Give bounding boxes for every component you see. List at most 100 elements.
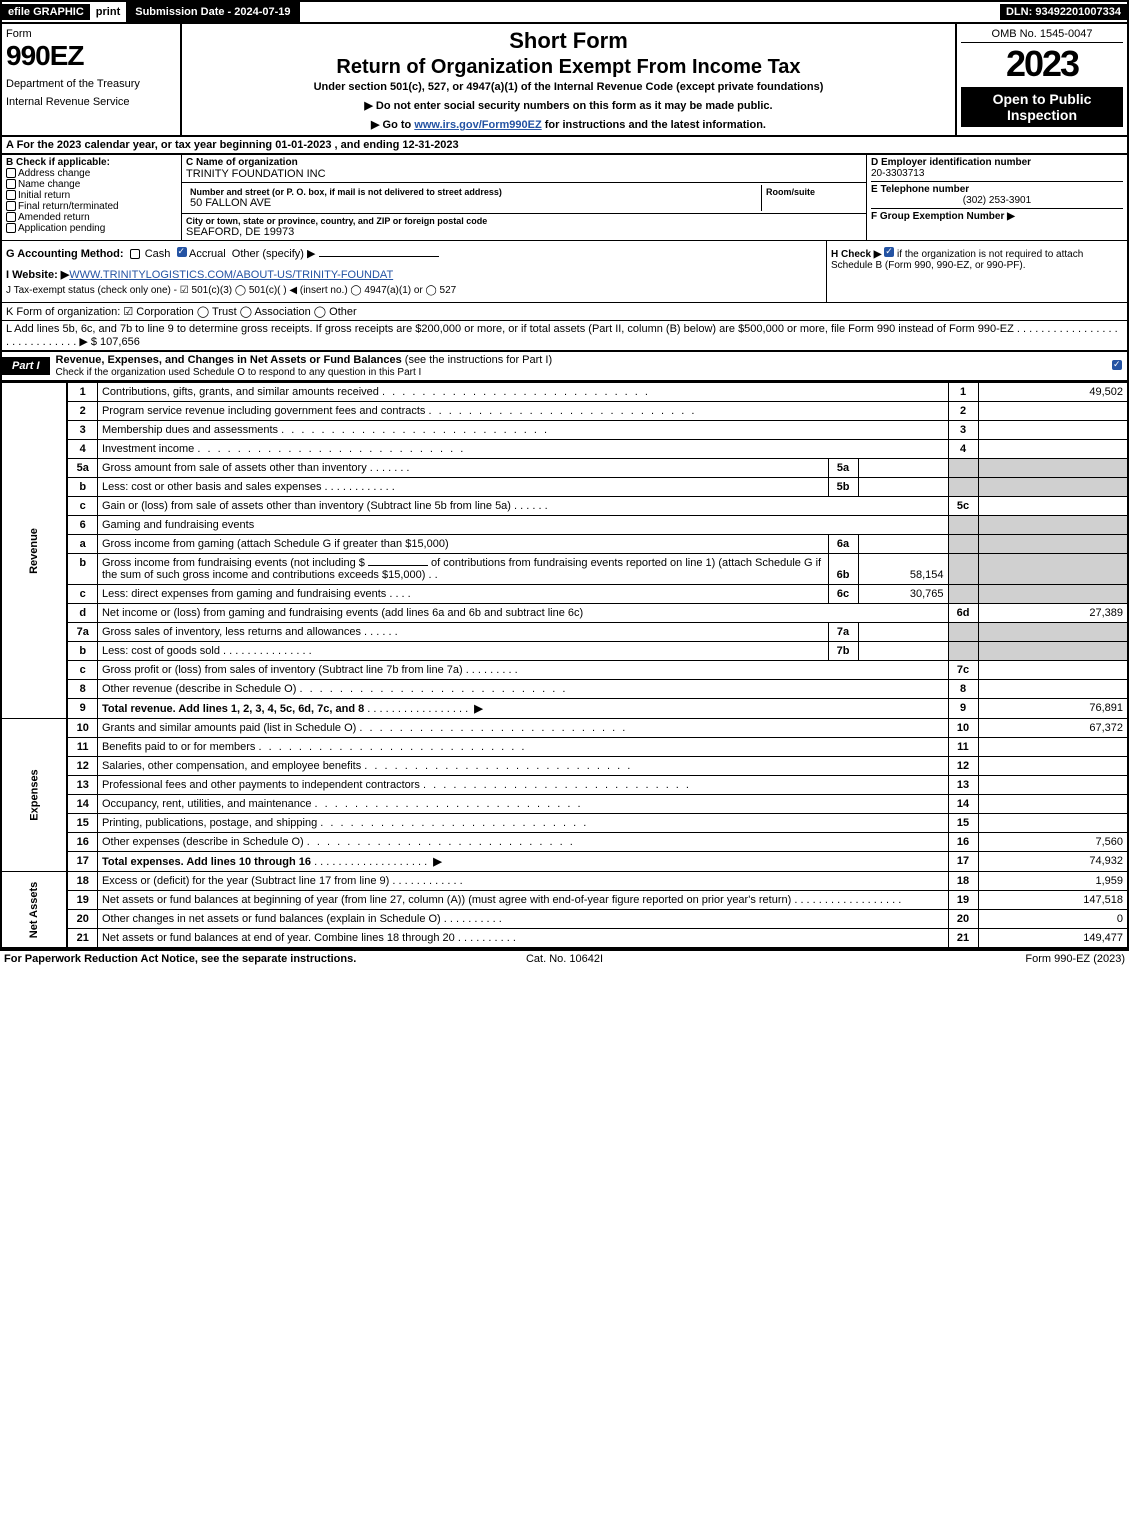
line-8-value (978, 680, 1128, 699)
tax-year: 2023 (961, 43, 1123, 85)
line-6c-num: c (67, 585, 97, 604)
schedule-b-checkbox[interactable] (884, 247, 894, 257)
line-15-num: 15 (67, 814, 97, 833)
line-10-rnum: 10 (948, 719, 978, 738)
l-text: L Add lines 5b, 6c, and 7b to line 9 to … (6, 323, 1118, 348)
line-4-desc: Investment income (102, 443, 194, 455)
irs-label: Internal Revenue Service (6, 96, 176, 108)
name-change-checkbox[interactable] (6, 179, 16, 189)
line-5b-subval (858, 478, 948, 497)
final-return-checkbox[interactable] (6, 201, 16, 211)
part-i-label: Part I (2, 357, 50, 375)
line-5c-value (978, 497, 1128, 516)
line-18-rnum: 18 (948, 872, 978, 891)
line-2-desc: Program service revenue including govern… (102, 405, 425, 417)
line-12-value (978, 757, 1128, 776)
accounting-method-label: G Accounting Method: (6, 248, 124, 260)
line-9-desc: Total revenue. Add lines 1, 2, 3, 4, 5c,… (102, 703, 364, 715)
line-1-num: 1 (67, 383, 97, 402)
line-16-desc: Other expenses (describe in Schedule O) (102, 836, 304, 848)
dept-treasury: Department of the Treasury (6, 78, 176, 90)
city-label: City or town, state or province, country… (186, 216, 862, 226)
line-8-desc: Other revenue (describe in Schedule O) (102, 683, 296, 695)
line-5c-rnum: 5c (948, 497, 978, 516)
line-7b-subval (858, 642, 948, 661)
form-ref: Form 990-EZ (2023) (751, 953, 1125, 965)
address-change-checkbox[interactable] (6, 168, 16, 178)
line-5a-subval (858, 459, 948, 478)
line-7a-desc: Gross sales of inventory, less returns a… (102, 626, 361, 638)
org-name: TRINITY FOUNDATION INC (186, 168, 862, 180)
line-6d-num: d (67, 604, 97, 623)
line-19-rnum: 19 (948, 891, 978, 910)
print-link[interactable]: print (90, 4, 126, 20)
irs-link[interactable]: www.irs.gov/Form990EZ (414, 119, 541, 131)
line-6c-subval: 30,765 (858, 585, 948, 604)
under-section: Under section 501(c), 527, or 4947(a)(1)… (186, 81, 951, 93)
accrual-label: Accrual (189, 248, 226, 260)
line-15-desc: Printing, publications, postage, and shi… (102, 817, 317, 829)
submission-date: Submission Date - 2024-07-19 (126, 2, 299, 22)
form-header: Form 990EZ Department of the Treasury In… (0, 24, 1129, 137)
netassets-section-label: Net Assets (28, 881, 40, 937)
line-5c-desc: Gain or (loss) from sale of assets other… (102, 500, 511, 512)
cash-checkbox[interactable] (130, 249, 140, 259)
line-18-value: 1,959 (978, 872, 1128, 891)
efile-link[interactable]: efile GRAPHIC (2, 4, 90, 20)
ein-label: D Employer identification number (871, 157, 1123, 168)
line-3-value (978, 421, 1128, 440)
line-15-value (978, 814, 1128, 833)
line-4-num: 4 (67, 440, 97, 459)
amended-return-label: Amended return (18, 212, 90, 223)
website-url[interactable]: WWW.TRINITYLOGISTICS.COM/ABOUT-US/TRINIT… (69, 269, 393, 281)
line-21-desc: Net assets or fund balances at end of ye… (102, 932, 455, 944)
line-2-rnum: 2 (948, 402, 978, 421)
line-11-desc: Benefits paid to or for members (102, 741, 255, 753)
part-i-title: Revenue, Expenses, and Changes in Net As… (56, 354, 402, 366)
line-5a-desc: Gross amount from sale of assets other t… (102, 462, 367, 474)
line-17-num: 17 (67, 852, 97, 872)
line-18-num: 18 (67, 872, 97, 891)
line-7b-num: b (67, 642, 97, 661)
part-i-check-text: Check if the organization used Schedule … (56, 367, 422, 378)
line-20-desc: Other changes in net assets or fund bala… (102, 913, 441, 925)
line-6a-subnum: 6a (828, 535, 858, 554)
part-i-header: Part I Revenue, Expenses, and Changes in… (0, 352, 1129, 382)
line-8-num: 8 (67, 680, 97, 699)
application-pending-checkbox[interactable] (6, 223, 16, 233)
line-2-num: 2 (67, 402, 97, 421)
line-19-value: 147,518 (978, 891, 1128, 910)
line-5a-subnum: 5a (828, 459, 858, 478)
application-pending-label: Application pending (18, 223, 105, 234)
short-form-title: Short Form (186, 28, 951, 54)
paperwork-notice: For Paperwork Reduction Act Notice, see … (4, 953, 378, 965)
room-label: Room/suite (766, 187, 858, 197)
section-a: A For the 2023 calendar year, or tax yea… (0, 137, 1129, 155)
no-ssn-note: ▶ Do not enter social security numbers o… (186, 99, 951, 112)
line-11-value (978, 738, 1128, 757)
section-l: L Add lines 5b, 6c, and 7b to line 9 to … (0, 320, 1129, 352)
line-7a-subval (858, 623, 948, 642)
line-5b-desc: Less: cost or other basis and sales expe… (102, 481, 322, 493)
line-12-desc: Salaries, other compensation, and employ… (102, 760, 361, 772)
amended-return-checkbox[interactable] (6, 212, 16, 222)
line-7c-value (978, 661, 1128, 680)
line-15-rnum: 15 (948, 814, 978, 833)
accrual-checkbox[interactable] (177, 247, 187, 257)
line-8-rnum: 8 (948, 680, 978, 699)
form-label: Form (6, 28, 176, 40)
line-20-rnum: 20 (948, 910, 978, 929)
line-18-desc: Excess or (deficit) for the year (Subtra… (102, 875, 389, 887)
line-6d-desc: Net income or (loss) from gaming and fun… (102, 607, 583, 619)
section-k: K Form of organization: ☑ Corporation ◯ … (0, 302, 1129, 320)
part-i-schedule-o-checkbox[interactable] (1112, 360, 1122, 370)
initial-return-checkbox[interactable] (6, 190, 16, 200)
line-6d-value: 27,389 (978, 604, 1128, 623)
line-17-value: 74,932 (978, 852, 1128, 872)
section-bcdef: B Check if applicable: Address change Na… (0, 155, 1129, 240)
h-label: H Check ▶ (831, 249, 881, 260)
page-footer: For Paperwork Reduction Act Notice, see … (0, 949, 1129, 967)
line-9-rnum: 9 (948, 699, 978, 719)
line-10-value: 67,372 (978, 719, 1128, 738)
line-7a-subnum: 7a (828, 623, 858, 642)
